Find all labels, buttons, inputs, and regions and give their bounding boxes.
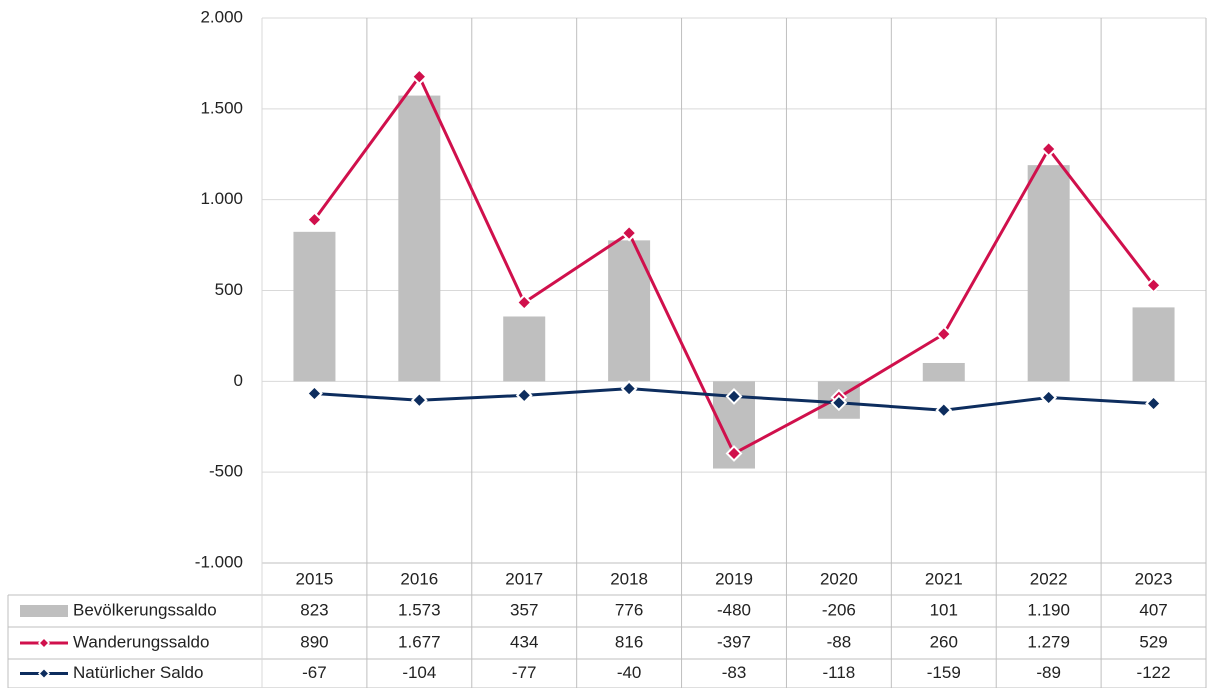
- table-value: 357: [510, 600, 538, 619]
- marker: [410, 391, 428, 409]
- table-value: -88: [827, 632, 852, 651]
- bar: [1132, 307, 1175, 382]
- x-tick-label: 2023: [1135, 569, 1173, 588]
- bar: [1027, 165, 1070, 382]
- table-value: -159: [927, 663, 961, 682]
- bar: [503, 316, 546, 382]
- y-tick-label: 2.000: [200, 7, 243, 26]
- y-tick-label: 1.500: [200, 98, 243, 117]
- table-value: 816: [615, 632, 643, 651]
- table-value: -118: [823, 663, 856, 682]
- table-value: 1.190: [1027, 600, 1070, 619]
- table-value: -206: [822, 600, 856, 619]
- legend-label: Bevölkerungssaldo: [73, 600, 217, 619]
- marker: [410, 68, 428, 86]
- table-value: 1.677: [398, 632, 441, 651]
- marker: [725, 387, 743, 405]
- table-value: -480: [717, 600, 751, 619]
- x-tick-label: 2021: [925, 569, 963, 588]
- x-tick-label: 2015: [296, 569, 334, 588]
- marker: [515, 294, 533, 311]
- y-tick-label: 1.000: [200, 189, 243, 208]
- x-tick-label: 2016: [400, 569, 438, 588]
- legend-label: Natürlicher Saldo: [73, 663, 203, 682]
- table-value: -83: [722, 663, 747, 682]
- marker: [1040, 140, 1058, 158]
- table-value: -104: [402, 663, 436, 682]
- x-tick-label: 2018: [610, 569, 648, 588]
- marker: [306, 211, 323, 229]
- bar: [293, 231, 336, 382]
- marker: [935, 325, 953, 343]
- marker: [620, 224, 638, 242]
- table-value: -397: [717, 632, 751, 651]
- y-tick-label: -1.000: [195, 552, 243, 571]
- y-tick-label: -500: [209, 462, 243, 481]
- x-tick-label: 2022: [1030, 569, 1068, 588]
- table-value: -122: [1137, 663, 1171, 682]
- marker: [1145, 395, 1162, 412]
- table-value: 823: [300, 600, 328, 619]
- table-value: -67: [302, 663, 327, 682]
- table-value: 776: [615, 600, 643, 619]
- marker: [306, 385, 323, 402]
- marker: [1040, 389, 1058, 406]
- x-tick-label: 2020: [820, 569, 858, 588]
- marker: [515, 386, 533, 404]
- y-tick-label: 500: [215, 280, 243, 299]
- table-value: 529: [1139, 632, 1167, 651]
- table-value: 101: [930, 600, 958, 619]
- marker: [620, 380, 638, 398]
- table-value: 434: [510, 632, 538, 651]
- legend-key: [37, 667, 51, 680]
- table-value: 407: [1139, 600, 1167, 619]
- legend-key: [37, 636, 51, 650]
- legend-key: [20, 605, 68, 617]
- table-value: 1.573: [398, 600, 441, 619]
- x-tick-label: 2017: [505, 569, 543, 588]
- x-tick-label: 2019: [715, 569, 753, 588]
- table-value: -40: [617, 663, 642, 682]
- table-value: -77: [512, 663, 537, 682]
- table-value: -89: [1036, 663, 1061, 682]
- table-value: 1.279: [1027, 632, 1070, 651]
- marker: [1145, 276, 1162, 294]
- marker: [935, 401, 953, 419]
- table-value: 260: [930, 632, 958, 651]
- marker: [725, 445, 743, 462]
- table-value: 890: [300, 632, 328, 651]
- marker: [830, 394, 848, 412]
- legend-label: Wanderungssaldo: [73, 632, 209, 651]
- bar: [922, 362, 965, 382]
- y-tick-label: 0: [234, 371, 243, 390]
- bar: [398, 95, 441, 382]
